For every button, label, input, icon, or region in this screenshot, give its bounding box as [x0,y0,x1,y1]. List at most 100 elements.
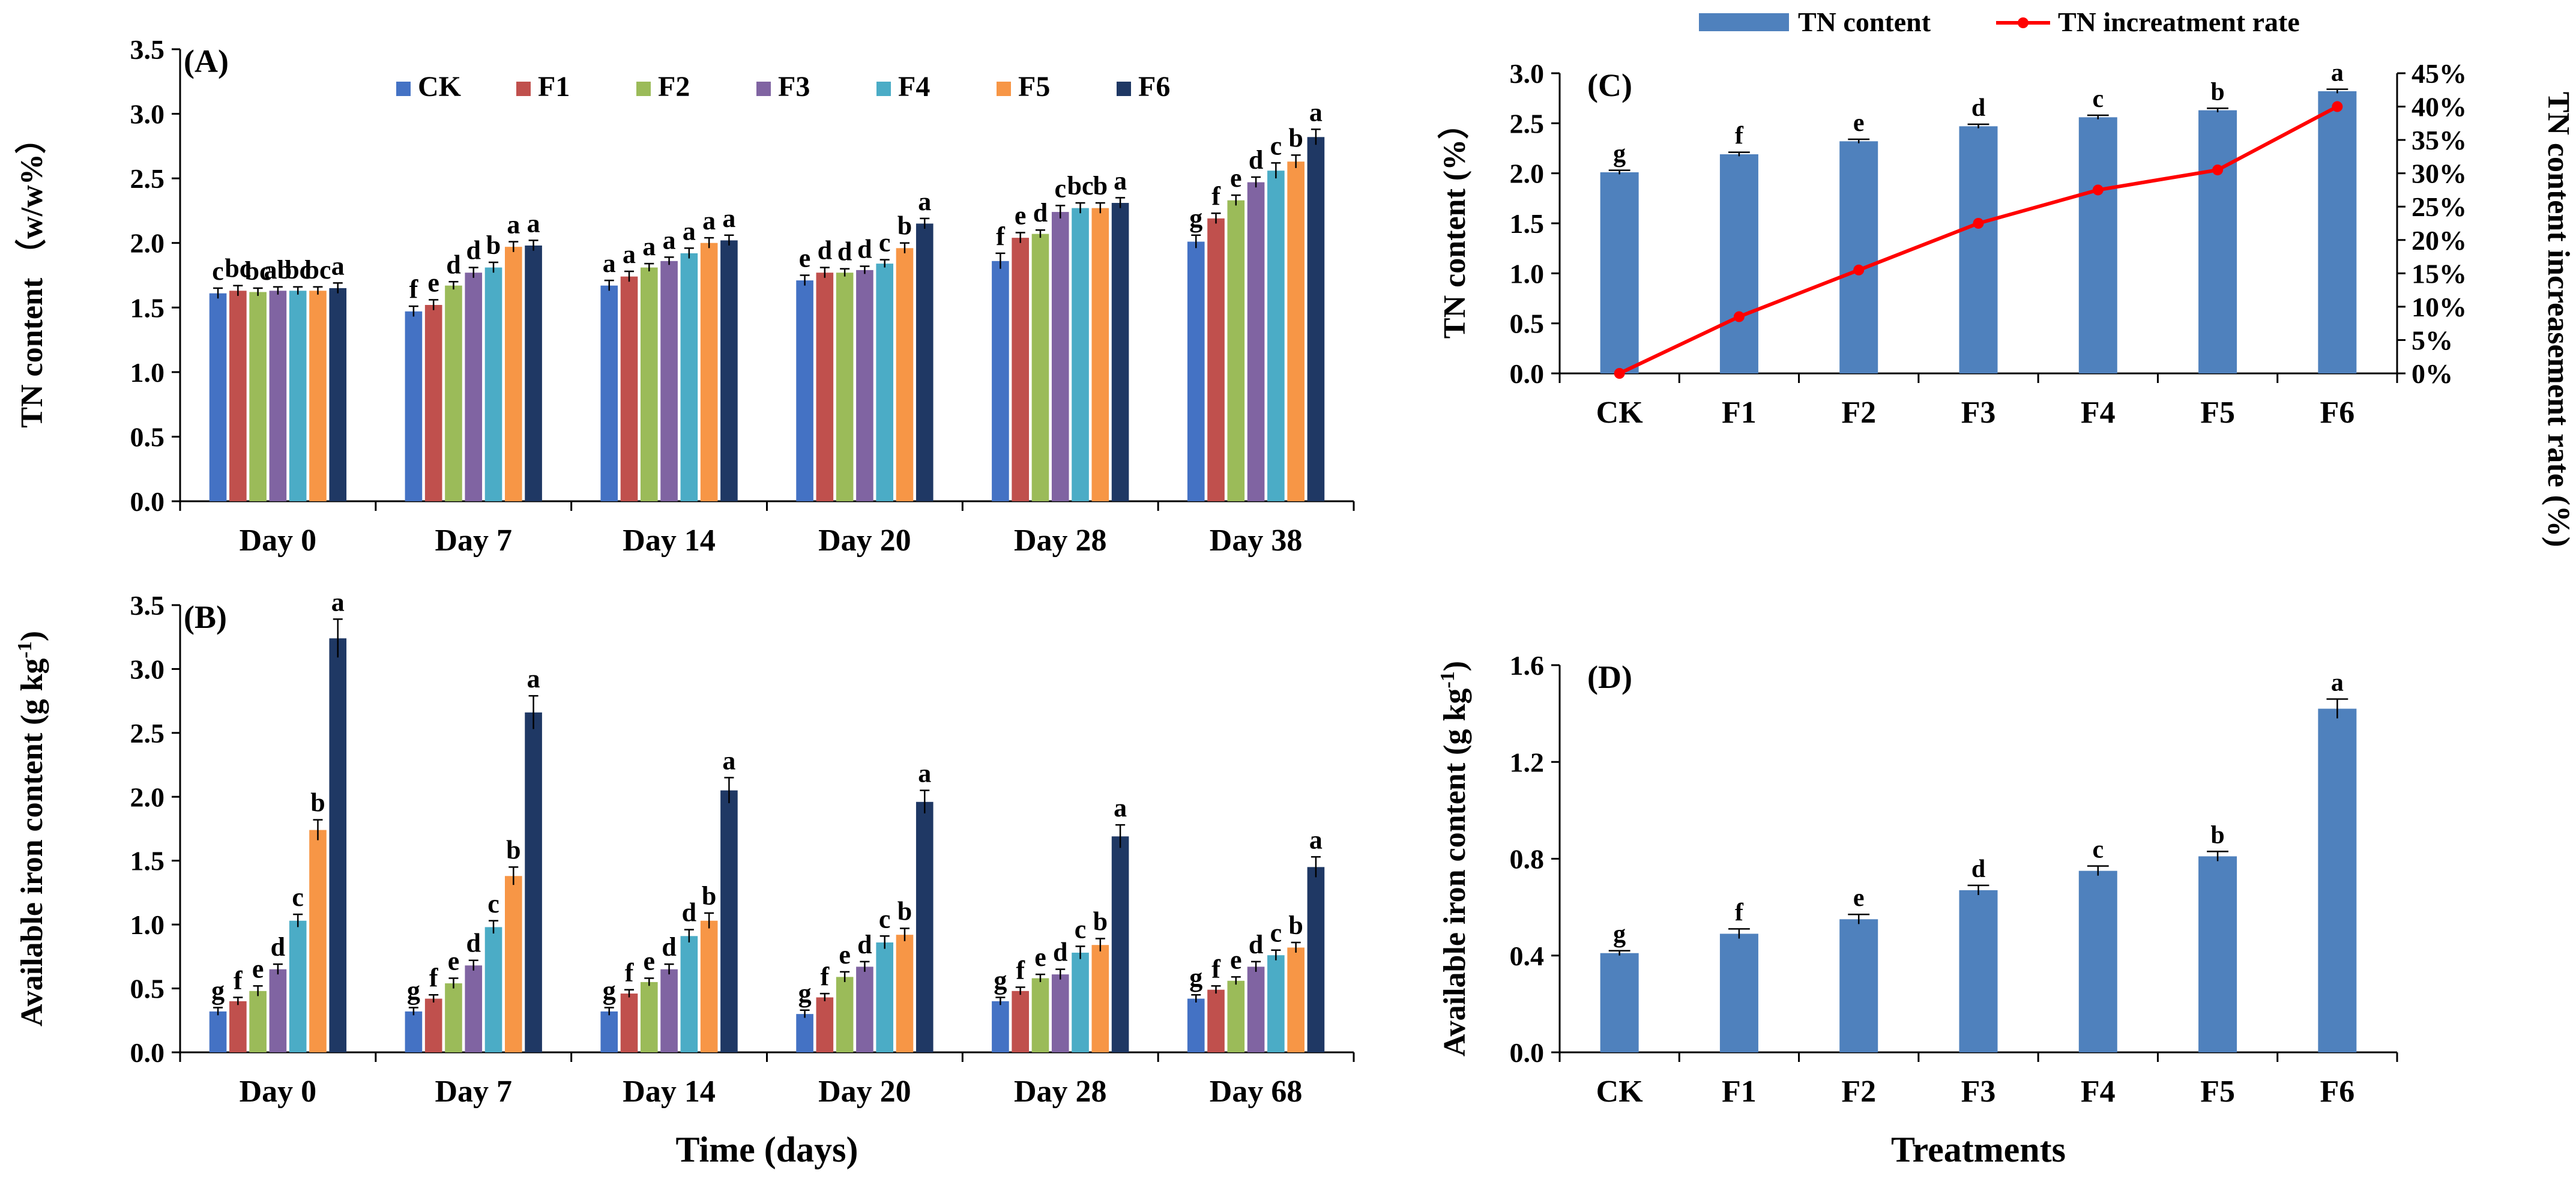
bar-F1 [1207,218,1225,501]
bar-F6 [525,712,542,1052]
bar-CK [600,285,618,501]
legend-label: F6 [1138,71,1170,103]
significance-letter: c [1075,914,1087,944]
rate-point [2092,184,2104,196]
x-axis-title: Time (days) [676,1130,858,1169]
bar-TN content [2198,110,2237,373]
bar-Available iron [2318,708,2357,1052]
y-tick-label: 0.0 [1510,358,1545,389]
legend-label: F4 [898,71,930,103]
significance-letter: a [1114,793,1127,822]
bar-TN content [1600,172,1639,373]
x-tick-label: F3 [1961,1075,1996,1109]
y-tick-label: 3.0 [130,99,165,130]
y-tick-label: 1.2 [1510,747,1545,777]
y2-tick-label: 5% [2412,325,2453,355]
significance-letter: d [1249,145,1263,175]
x-tick-label: F6 [2320,396,2354,430]
legend-label: TN content [1798,7,1931,37]
significance-letter: b [1288,911,1303,940]
significance-letter: a [702,206,716,235]
bar-F3 [1247,182,1265,501]
significance-letter: b [486,231,501,260]
significance-letter: a [642,232,656,261]
bar-F2 [1031,234,1049,501]
bar-F5 [309,830,327,1052]
y-tick-label: 3.0 [1510,58,1545,89]
bar-F5 [700,243,718,501]
bar-TN content [1959,126,1998,374]
y-axis-title: Available iron content (g kg-1) [14,631,50,1027]
x-tick-label: Day 14 [623,523,716,558]
y-tick-label: 0.5 [130,421,165,452]
bar-CK [1187,241,1205,501]
x-tick-label: F4 [2081,1075,2116,1109]
y-tick-label: 1.0 [1510,258,1545,289]
significance-letter: e [1230,945,1242,974]
bar-F3 [1051,974,1069,1052]
significance-letter: d [271,932,285,962]
x-tick-label: Day 0 [240,523,317,558]
significance-letter: b [506,835,520,864]
significance-letter: g [1613,140,1626,168]
y-axis-title-superscript: -1 [1437,671,1459,688]
significance-letter: f [429,963,439,992]
significance-letter: a [527,664,540,693]
x-tick-label: Day 28 [1014,523,1107,558]
significance-letter: a [1309,97,1323,127]
significance-letter: e [1853,884,1865,912]
y-tick-label: 0.5 [130,974,165,1004]
y-tick-label: 1.5 [130,292,165,323]
legend-swatch-tn-content [1699,13,1789,31]
bar-F3 [856,270,873,501]
y2-tick-label: 20% [2412,225,2467,256]
bar-F5 [700,920,718,1052]
x-tick-label: Day 38 [1210,523,1303,558]
x-tick-label: Day 68 [1210,1075,1303,1109]
bar-F2 [836,977,854,1052]
significance-letter: a [2331,59,2344,87]
significance-letter: c [1270,918,1282,948]
bar-TN content [1839,141,1878,374]
y-tick-label: 2.0 [130,228,165,259]
significance-letter: e [799,244,811,273]
y-tick-label: 0.0 [130,1037,165,1068]
y-axis-title-superscript: -1 [14,641,36,658]
bar-F1 [424,998,442,1052]
legend-label: F2 [658,71,690,103]
significance-letter: f [1735,122,1744,150]
x-tick-label: Day 14 [623,1075,716,1109]
bar-F4 [484,927,502,1052]
x-tick-label: F3 [1961,396,1996,430]
significance-letter: e [1853,109,1865,137]
significance-letter: e [448,947,460,976]
y-axis-title-text: Available iron content (g kg [15,659,49,1027]
significance-letter: bc [304,255,331,285]
legend-swatch-F4 [876,82,891,96]
y2-tick-label: 35% [2412,125,2467,155]
x-tick-label: F1 [1722,396,1757,430]
bar-TN content [2318,91,2357,373]
significance-letter: d [857,234,872,264]
significance-letter: a [1114,166,1127,195]
significance-letter: b [897,211,912,241]
y-axis-title-text: TN content (%） [1437,108,1472,339]
bar-F6 [915,223,934,501]
bar-F2 [1227,200,1245,501]
bar-F1 [816,273,834,501]
bar-F6 [1307,867,1325,1052]
bar-F4 [876,264,894,501]
significance-letter: a [1309,825,1323,854]
x-tick-label: Day 28 [1014,1075,1107,1109]
significance-letter: c [487,889,499,918]
panel-label: (B) [184,599,227,635]
y-tick-label: 0.0 [130,486,165,517]
legend-marker-rate [2018,17,2029,28]
bar-CK [209,293,227,501]
significance-letter: a [331,251,345,280]
significance-letter: e [839,940,851,969]
y2-tick-label: 10% [2412,292,2467,322]
significance-letter: d [818,236,832,265]
bar-F2 [249,292,267,501]
